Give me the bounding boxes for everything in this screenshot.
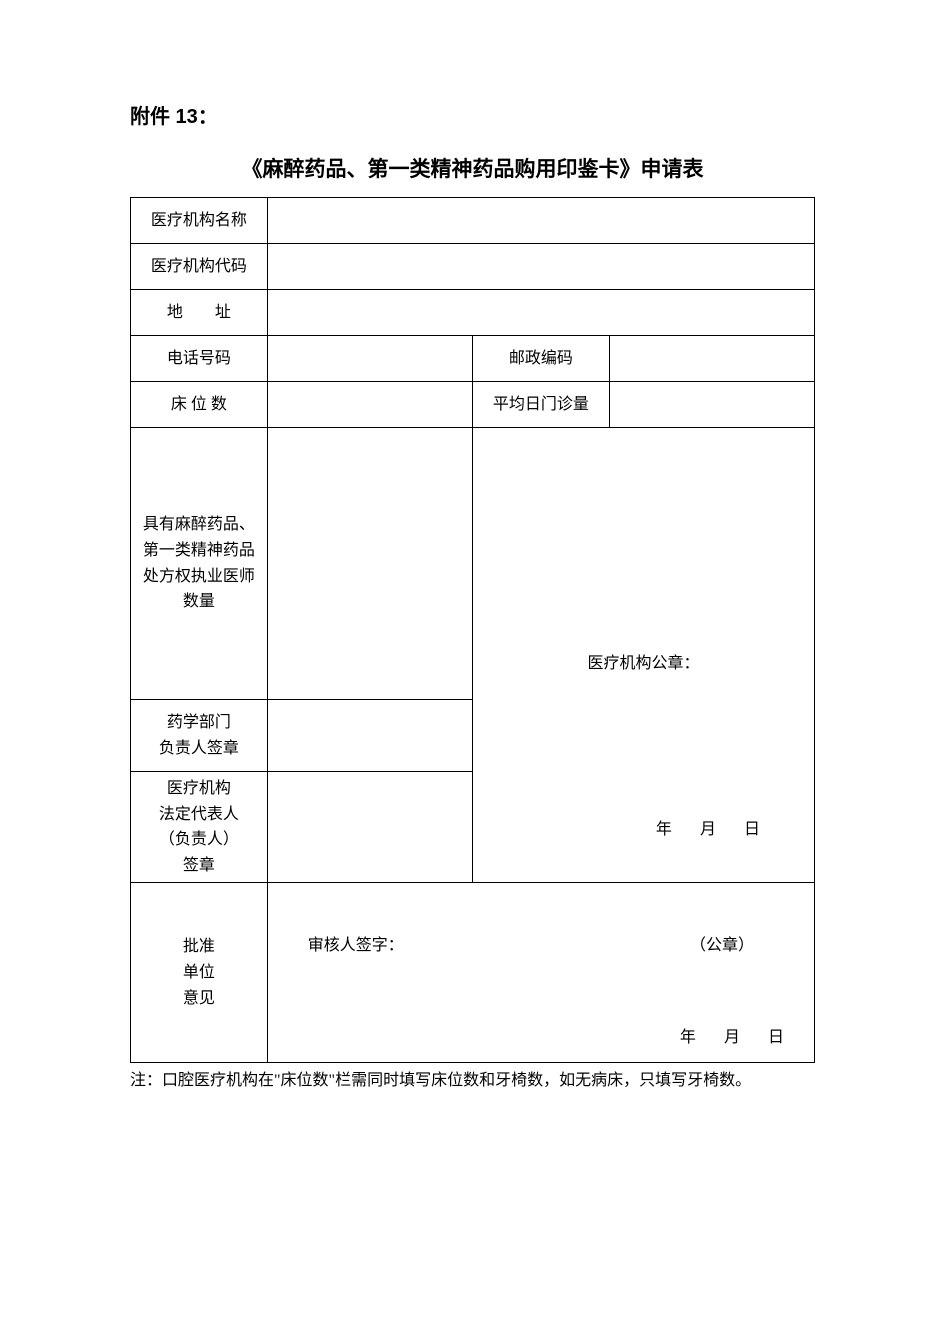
label-legal-rep-l4: 签章 <box>183 857 215 874</box>
field-pharmacy-head-sign[interactable] <box>267 700 472 772</box>
label-physician-count-l3: 处方权执业医师 <box>143 568 255 585</box>
label-institution-name: 医疗机构名称 <box>131 198 268 244</box>
label-pharmacy-head-sign: 药学部门 负责人签章 <box>131 700 268 772</box>
field-institution-name[interactable] <box>267 198 814 244</box>
footnote: 注：口腔医疗机构在"床位数"栏需同时填写床位数和牙椅数，如无病床，只填写牙椅数。 <box>130 1069 815 1093</box>
label-physician-count-l2: 第一类精神药品 <box>143 542 255 559</box>
seal-date-line: 年 月 日 <box>656 817 786 843</box>
label-physician-count-l4: 数量 <box>183 593 215 610</box>
label-phone: 电话号码 <box>131 336 268 382</box>
label-legal-rep-l3: （负责人） <box>159 831 239 848</box>
label-official-seal: （公章） <box>690 933 754 959</box>
field-physician-count[interactable] <box>267 428 472 700</box>
field-legal-rep-sign[interactable] <box>267 772 472 883</box>
label-institution-seal: 医疗机构公章： <box>587 655 699 672</box>
label-approval-opinion: 批准 单位 意见 <box>131 883 268 1063</box>
seal-and-date-area: 医疗机构公章： 年 月 日 <box>472 428 814 883</box>
approval-day-char: 日 <box>768 1029 790 1046</box>
approval-year-char: 年 <box>680 1029 702 1046</box>
approval-month-char: 月 <box>724 1029 746 1046</box>
label-postcode: 邮政编码 <box>472 336 609 382</box>
label-approval-l2: 单位 <box>183 964 215 981</box>
label-legal-rep-l2: 法定代表人 <box>159 806 239 823</box>
label-physician-count-l1: 具有麻醉药品、 <box>143 516 255 533</box>
label-approval-l1: 批准 <box>183 938 215 955</box>
attachment-label: 附件 13： <box>130 100 815 129</box>
label-legal-rep-sign: 医疗机构 法定代表人 （负责人） 签章 <box>131 772 268 883</box>
field-approval-opinion[interactable]: 审核人签字： （公章） 年 月 日 <box>267 883 814 1063</box>
label-legal-rep-l1: 医疗机构 <box>167 780 231 797</box>
form-title: 《麻醉药品、第一类精神药品购用印鉴卡》申请表 <box>130 153 815 183</box>
approval-date-line: 年 月 日 <box>680 1025 790 1051</box>
field-phone[interactable] <box>267 336 472 382</box>
label-physician-count: 具有麻醉药品、 第一类精神药品 处方权执业医师 数量 <box>131 428 268 700</box>
date-year-char: 年 <box>656 821 678 838</box>
field-postcode[interactable] <box>609 336 814 382</box>
label-daily-outpatient: 平均日门诊量 <box>472 382 609 428</box>
label-approval-l3: 意见 <box>183 990 215 1007</box>
field-daily-outpatient[interactable] <box>609 382 814 428</box>
date-month-char: 月 <box>700 821 722 838</box>
field-beds[interactable] <box>267 382 472 428</box>
application-form-table: 医疗机构名称 医疗机构代码 地 址 电话号码 邮政编码 床 位 数 平均日门诊量… <box>130 197 815 1063</box>
field-institution-code[interactable] <box>267 244 814 290</box>
label-pharmacy-head-l1: 药学部门 <box>167 714 231 731</box>
label-institution-code: 医疗机构代码 <box>131 244 268 290</box>
label-beds: 床 位 数 <box>131 382 268 428</box>
date-day-char: 日 <box>744 821 766 838</box>
label-reviewer-sign: 审核人签字： <box>308 933 404 959</box>
field-address[interactable] <box>267 290 814 336</box>
label-address: 地 址 <box>131 290 268 336</box>
label-pharmacy-head-l2: 负责人签章 <box>159 740 239 757</box>
